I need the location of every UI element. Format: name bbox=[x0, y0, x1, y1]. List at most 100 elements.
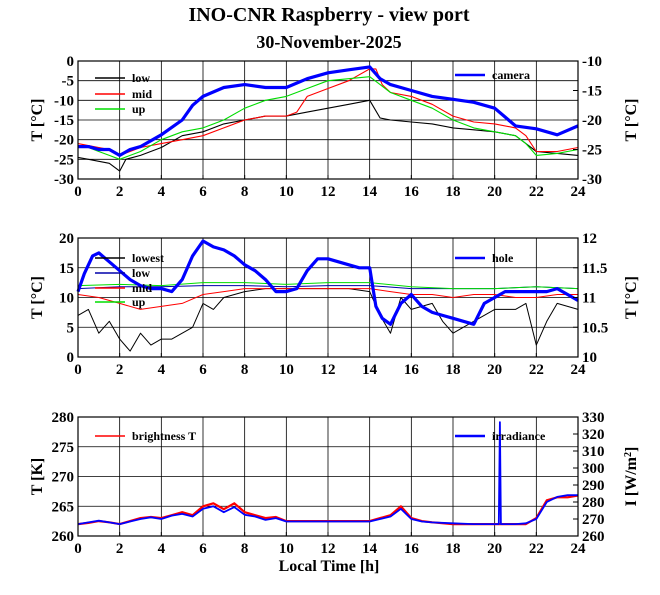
chart-panel-1: 0 2 4 6 8 10 12 14 16 18 20 22 24-30-25-20-15-10-50-… bbox=[29, 54, 640, 200]
y2-tick-label: 260 bbox=[582, 529, 605, 545]
x-tick-label: 14 bbox=[362, 541, 378, 557]
y2-tick-label: 330 bbox=[582, 410, 605, 426]
x-tick-label: 16 bbox=[404, 541, 420, 557]
x-tick-label: 8 bbox=[241, 184, 249, 200]
legend-label: lowest bbox=[132, 251, 164, 265]
x-tick-label: 22 bbox=[529, 362, 544, 378]
y2-tick-label: 300 bbox=[582, 461, 605, 477]
x-tick-label: 18 bbox=[446, 362, 461, 378]
y2-tick-label: -10 bbox=[582, 54, 602, 70]
y2-tick-label: 320 bbox=[582, 427, 605, 443]
y-tick-label: -30 bbox=[54, 172, 74, 188]
x-tick-label: 12 bbox=[321, 184, 336, 200]
y-tick-label: -20 bbox=[54, 133, 74, 149]
series-line-hole bbox=[76, 239, 579, 326]
x-tick-label: 20 bbox=[487, 184, 502, 200]
y2-tick-label: 270 bbox=[582, 512, 605, 528]
y-tick-label: 10 bbox=[59, 291, 74, 307]
y2-tick-label: 10 bbox=[582, 350, 597, 366]
x-tick-label: 18 bbox=[446, 184, 461, 200]
x-tick-label: 10 bbox=[279, 184, 294, 200]
y-tick-label: 270 bbox=[52, 470, 75, 486]
x-tick-label: 12 bbox=[321, 362, 336, 378]
legend-label: low bbox=[132, 71, 150, 85]
x-tick-label: 0 bbox=[74, 541, 82, 557]
y-tick-label: 5 bbox=[67, 320, 75, 336]
legend-label: camera bbox=[492, 68, 530, 82]
y-axis-label: T [°C] bbox=[29, 276, 46, 319]
x-tick-label: 20 bbox=[487, 362, 502, 378]
series-line-up bbox=[77, 76, 579, 160]
x-tick-label: 22 bbox=[529, 541, 544, 557]
x-tick-label: 8 bbox=[241, 541, 249, 557]
y-axis-label: T [K] bbox=[29, 458, 46, 495]
x-tick-label: 14 bbox=[362, 362, 378, 378]
y-tick-label: 0 bbox=[67, 54, 75, 70]
y2-tick-label: -25 bbox=[582, 143, 602, 159]
x-tick-label: 4 bbox=[158, 184, 166, 200]
y-tick-label: -5 bbox=[62, 74, 75, 90]
legend-label: mid bbox=[132, 281, 152, 295]
x-tick-label: 6 bbox=[199, 541, 207, 557]
y-tick-label: -15 bbox=[54, 113, 74, 129]
x-tick-label: 4 bbox=[158, 362, 166, 378]
series-line-mid bbox=[77, 288, 578, 310]
x-tick-label: 2 bbox=[116, 362, 124, 378]
y2-tick-label: 11 bbox=[582, 291, 596, 307]
x-tick-label: 0 bbox=[74, 184, 82, 200]
y2-tick-label: 280 bbox=[582, 495, 605, 511]
x-tick-label: 20 bbox=[487, 541, 502, 557]
series-line-irradiance bbox=[77, 421, 578, 525]
y2-axis-label: T [°C] bbox=[623, 276, 640, 319]
legend-label: hole bbox=[492, 251, 514, 265]
x-tick-label: 10 bbox=[279, 362, 294, 378]
x-tick-label: 4 bbox=[158, 541, 166, 557]
y-axis-label: T [°C] bbox=[29, 99, 46, 142]
y2-axis-label: T [°C] bbox=[623, 99, 640, 142]
y2-tick-label: -30 bbox=[582, 172, 602, 188]
y-tick-label: -25 bbox=[54, 152, 74, 168]
y2-tick-label: 12 bbox=[582, 231, 597, 247]
y2-tick-label: 310 bbox=[582, 444, 605, 460]
x-axis-label: Local Time [h] bbox=[279, 558, 380, 575]
y2-tick-label: 10.5 bbox=[582, 320, 608, 336]
legend-label: brightness T bbox=[132, 429, 196, 443]
figure-title: INO-CNR Raspberry - view port bbox=[188, 4, 469, 26]
x-tick-label: 16 bbox=[404, 184, 420, 200]
x-tick-label: 24 bbox=[571, 541, 587, 557]
x-tick-label: 24 bbox=[571, 362, 587, 378]
legend-label: up bbox=[132, 295, 146, 309]
y-tick-label: 20 bbox=[59, 231, 74, 247]
legend-label: irradiance bbox=[492, 429, 546, 443]
y-tick-label: 275 bbox=[52, 440, 75, 456]
x-tick-label: 12 bbox=[321, 541, 336, 557]
x-tick-label: 18 bbox=[446, 541, 461, 557]
chart-panel-2: 0 2 4 6 8 10 12 14 16 18 20 22 24051015201010.51111.… bbox=[29, 231, 640, 378]
y2-axis-label: I [W/m2] bbox=[623, 447, 641, 507]
y2-tick-label: 290 bbox=[582, 478, 605, 494]
x-tick-label: 14 bbox=[362, 184, 378, 200]
legend-label: mid bbox=[132, 87, 152, 101]
x-tick-label: 24 bbox=[571, 184, 587, 200]
series-line-camera bbox=[78, 65, 579, 157]
x-tick-label: 0 bbox=[74, 362, 82, 378]
x-tick-label: 6 bbox=[199, 184, 207, 200]
x-tick-label: 10 bbox=[279, 541, 294, 557]
legend-label: low bbox=[132, 266, 150, 280]
series-line-up bbox=[77, 282, 579, 290]
y-tick-label: 265 bbox=[52, 499, 75, 515]
y-tick-label: 0 bbox=[67, 350, 75, 366]
x-tick-label: 8 bbox=[241, 362, 249, 378]
y-tick-label: -10 bbox=[54, 93, 74, 109]
y-tick-label: 280 bbox=[52, 410, 75, 426]
x-tick-label: 16 bbox=[404, 362, 420, 378]
figure-subtitle: 30-November-2025 bbox=[256, 32, 401, 52]
x-tick-label: 2 bbox=[116, 541, 124, 557]
y-tick-label: 260 bbox=[52, 529, 75, 545]
legend-label: up bbox=[132, 102, 146, 116]
y2-tick-label: -20 bbox=[582, 113, 602, 129]
x-tick-label: 22 bbox=[529, 184, 544, 200]
y2-tick-label: 11.5 bbox=[582, 261, 607, 277]
chart-panel-3: 0 2 4 6 8 10 12 14 16 18 20 22 242602652702752802602… bbox=[29, 410, 640, 557]
x-tick-label: 2 bbox=[116, 184, 124, 200]
